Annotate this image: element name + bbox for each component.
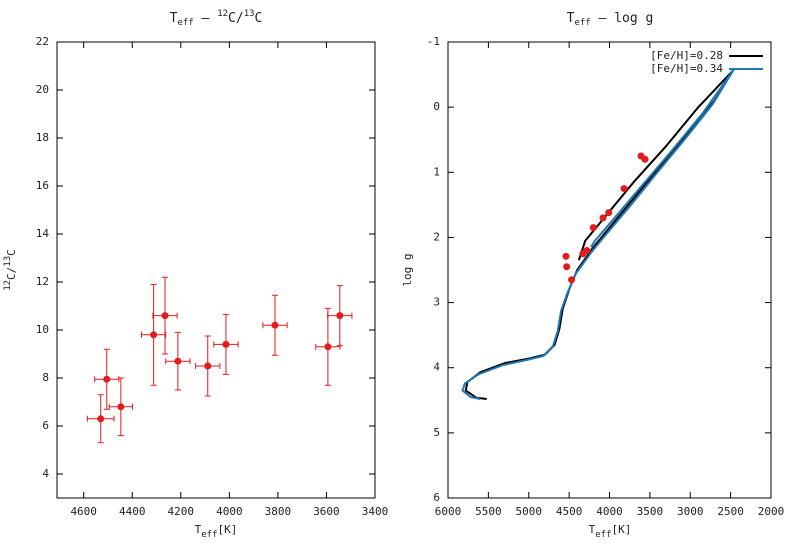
data-point — [103, 375, 111, 383]
y-tick-label: 3 — [433, 296, 440, 309]
data-point — [117, 403, 125, 411]
data-point — [599, 214, 607, 222]
legend-label: [Fe/H]=0.34 — [650, 62, 723, 75]
title-part: eff — [574, 18, 590, 28]
x-tick-label: 4400 — [119, 505, 146, 518]
title-part: 13 — [244, 9, 255, 19]
x-tick-label: 2500 — [717, 505, 744, 518]
title-part: eff — [177, 18, 193, 28]
data-point — [324, 343, 332, 351]
y-axis-label: 12C/13C — [3, 249, 19, 291]
data-point — [97, 415, 105, 423]
x-tick-label: 4200 — [168, 505, 195, 518]
x-tick-label: 3000 — [677, 505, 704, 518]
data-point — [174, 357, 182, 365]
y-tick-label: 4 — [42, 467, 49, 480]
x-tick-label: 4600 — [70, 505, 97, 518]
title-part: C/ — [228, 11, 244, 26]
x-tick-label: 3400 — [362, 505, 389, 518]
data-point — [563, 263, 571, 271]
label-part: 12 — [3, 280, 13, 291]
label-part: C — [5, 249, 18, 256]
label-part: [K] — [612, 523, 632, 536]
y-tick-label: 1 — [433, 165, 440, 178]
data-point — [150, 331, 158, 339]
title-part: C — [255, 11, 263, 26]
y-tick-label: 12 — [36, 275, 49, 288]
label-part: [K] — [218, 523, 238, 536]
x-tick-label: 5500 — [475, 505, 502, 518]
chart-title: Teff – log g — [567, 11, 654, 28]
x-axis-label: Teff[K] — [589, 523, 632, 540]
x-tick-label: 5000 — [516, 505, 543, 518]
x-axis-label: Teff[K] — [195, 523, 238, 540]
legend-label: [Fe/H]=0.28 — [650, 49, 723, 62]
y-tick-label: 16 — [36, 179, 49, 192]
title-part: – — [194, 11, 217, 26]
y-tick-label: 6 — [433, 491, 440, 504]
x-tick-label: 2000 — [758, 505, 785, 518]
data-point — [161, 312, 169, 320]
y-tick-label: 2 — [433, 230, 440, 243]
data-point — [589, 224, 597, 232]
data-point — [271, 321, 279, 329]
data-point — [641, 155, 649, 163]
y-tick-label: 5 — [433, 426, 440, 439]
y-tick-label: 0 — [433, 100, 440, 113]
y-tick-label: 4 — [433, 361, 440, 374]
data-point — [336, 312, 344, 320]
data-point — [620, 185, 628, 193]
title-part: T — [567, 11, 575, 26]
data-point — [204, 362, 212, 370]
plot-frame — [447, 41, 772, 499]
label-part: 13 — [3, 256, 13, 267]
y-tick-label: 18 — [36, 131, 49, 144]
y-tick-label: 6 — [42, 419, 49, 432]
plot-frame — [56, 41, 376, 499]
y-tick-label: -1 — [427, 35, 440, 48]
x-tick-label: 3600 — [313, 505, 340, 518]
label-part: T — [589, 523, 596, 536]
data-point — [222, 340, 230, 348]
y-tick-label: 10 — [36, 323, 49, 336]
isochrone-line — [464, 70, 734, 400]
x-tick-label: 3800 — [265, 505, 292, 518]
isochrone-line — [461, 68, 735, 400]
label-part: eff — [595, 530, 611, 540]
x-tick-label: 3500 — [637, 505, 664, 518]
title-part: – log g — [591, 11, 654, 26]
x-tick-label: 6000 — [435, 505, 462, 518]
y-tick-label: 22 — [36, 35, 49, 48]
label-part: eff — [201, 530, 217, 540]
chart-title: Teff – 12C/13C — [170, 9, 263, 28]
y-tick-label: 14 — [36, 227, 50, 240]
data-point — [583, 246, 591, 254]
label-part: C/ — [5, 267, 18, 280]
y-tick-label: 8 — [42, 371, 49, 384]
data-point — [562, 252, 570, 260]
x-tick-label: 4000 — [596, 505, 623, 518]
data-point — [568, 276, 576, 284]
x-tick-label: 4500 — [556, 505, 583, 518]
y-axis-label: log g — [401, 253, 414, 286]
title-part: 12 — [217, 9, 228, 19]
x-tick-label: 4000 — [216, 505, 243, 518]
y-tick-label: 20 — [36, 83, 49, 96]
title-part: T — [170, 11, 178, 26]
data-point — [605, 209, 613, 217]
label-part: T — [195, 523, 202, 536]
